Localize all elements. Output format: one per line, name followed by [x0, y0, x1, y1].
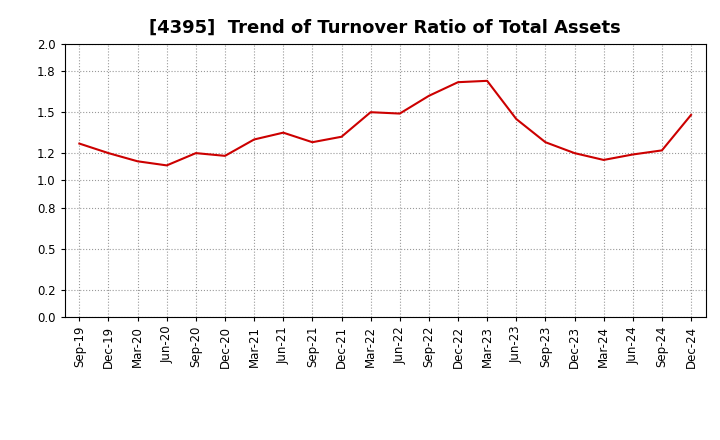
Title: [4395]  Trend of Turnover Ratio of Total Assets: [4395] Trend of Turnover Ratio of Total …	[149, 19, 621, 37]
